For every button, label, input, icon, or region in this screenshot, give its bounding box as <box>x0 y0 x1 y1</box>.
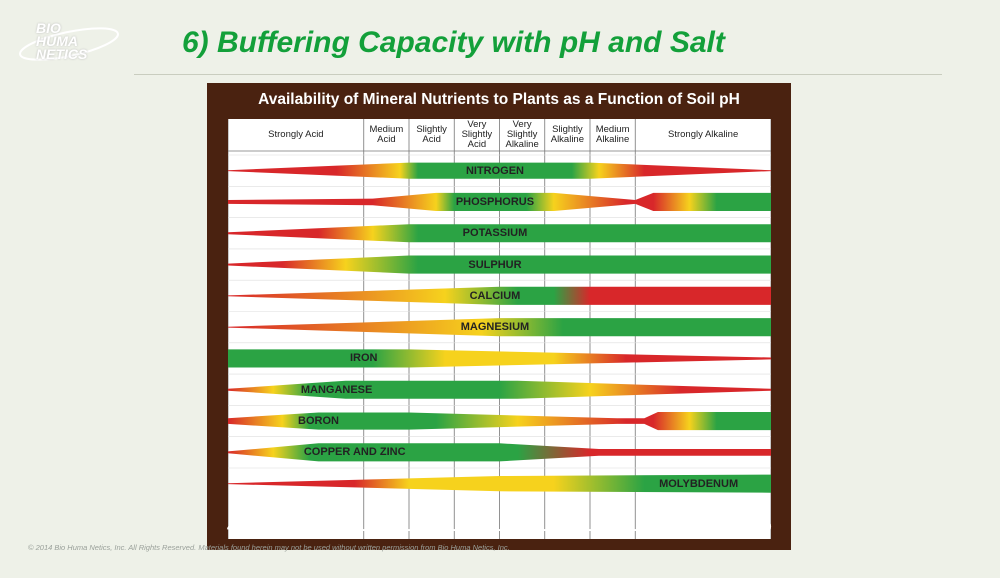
nutrient-band-nitrogen <box>228 162 771 179</box>
nutrient-band-molybdenum <box>228 474 771 493</box>
x-tick-label: 4.5 <box>264 519 283 534</box>
copyright-footer: © 2014 Bio Huma Netics, Inc. All Rights … <box>28 543 510 552</box>
x-tick-label: 8.5 <box>626 519 645 534</box>
nutrient-label: MAGNESIUM <box>460 321 530 334</box>
nutrient-label: SULPHUR <box>468 258 522 271</box>
logo-line-2: HUMA <box>36 33 78 49</box>
ph-range-header: Very Slightly Alkaline <box>505 119 539 150</box>
nutrient-band-potassium <box>228 224 771 243</box>
x-tick-label: 8.0 <box>580 519 600 534</box>
nutrient-label: NITROGEN <box>465 164 524 177</box>
title-divider <box>134 74 942 75</box>
x-tick-label: 6.0 <box>399 519 419 534</box>
nutrient-label: COPPER AND ZINC <box>303 446 406 459</box>
ph-range-header: Slightly Alkaline <box>550 124 585 145</box>
chart-panel: Availability of Mineral Nutrients to Pla… <box>207 83 791 550</box>
nutrient-band-calcium <box>228 286 771 305</box>
nutrient-band-phosphorus <box>228 192 771 211</box>
chart-title: Availability of Mineral Nutrients to Pla… <box>258 91 740 108</box>
x-tick-label: 6.5 <box>445 519 464 534</box>
ph-range-header: Very Slightly Acid <box>461 119 493 150</box>
logo-line-3: NETICS <box>36 46 88 62</box>
x-tick-label: 7.0 <box>490 519 509 534</box>
nutrient-label: IRON <box>350 352 378 365</box>
nutrient-label: CALCIUM <box>469 289 521 302</box>
x-tick-label: 4.0 <box>226 519 246 534</box>
nutrient-band-iron <box>228 349 771 368</box>
chart-grid: NITROGEN PHOSPHORUS POTASSIUM SULPHUR CALCIU… <box>226 119 772 578</box>
nutrient-band-manganese <box>228 380 771 399</box>
ph-range-header: Strongly Alkaline <box>668 129 739 140</box>
logo-line-1: BIO <box>36 20 61 36</box>
x-tick-label: 7.5 <box>535 519 554 534</box>
ph-range-header: Medium Alkaline <box>595 124 630 145</box>
nutrient-label: POTASSIUM <box>462 227 528 240</box>
ph-range-header: Slightly Acid <box>416 124 447 145</box>
x-tick-label: 10.0 <box>746 519 772 534</box>
chart-svg <box>228 119 771 539</box>
bio-huma-netics-logo: BIO HUMA NETICS <box>14 20 124 66</box>
nutrient-label: BORON <box>298 415 339 428</box>
nutrient-band-boron <box>228 412 771 431</box>
x-tick-label: 9.5 <box>716 519 735 534</box>
nutrient-label: MANGANESE <box>300 383 373 396</box>
nutrient-label: PHOSPHORUS <box>455 195 535 208</box>
nutrient-band-sulphur <box>228 255 771 274</box>
x-tick-label: 9.0 <box>671 519 690 534</box>
nutrient-band-copper-and-zinc <box>228 443 771 462</box>
ph-range-header: Strongly Acid <box>268 129 324 140</box>
nutrient-band-magnesium <box>228 318 771 337</box>
nutrient-label: MOLYBDENUM <box>659 477 739 490</box>
ph-range-header: Medium Acid <box>369 124 404 145</box>
slide-title: 6) Buffering Capacity with pH and Salt <box>182 26 725 59</box>
x-tick-label: 5.5 <box>354 519 373 534</box>
x-tick-label: 5.0 <box>309 519 328 534</box>
